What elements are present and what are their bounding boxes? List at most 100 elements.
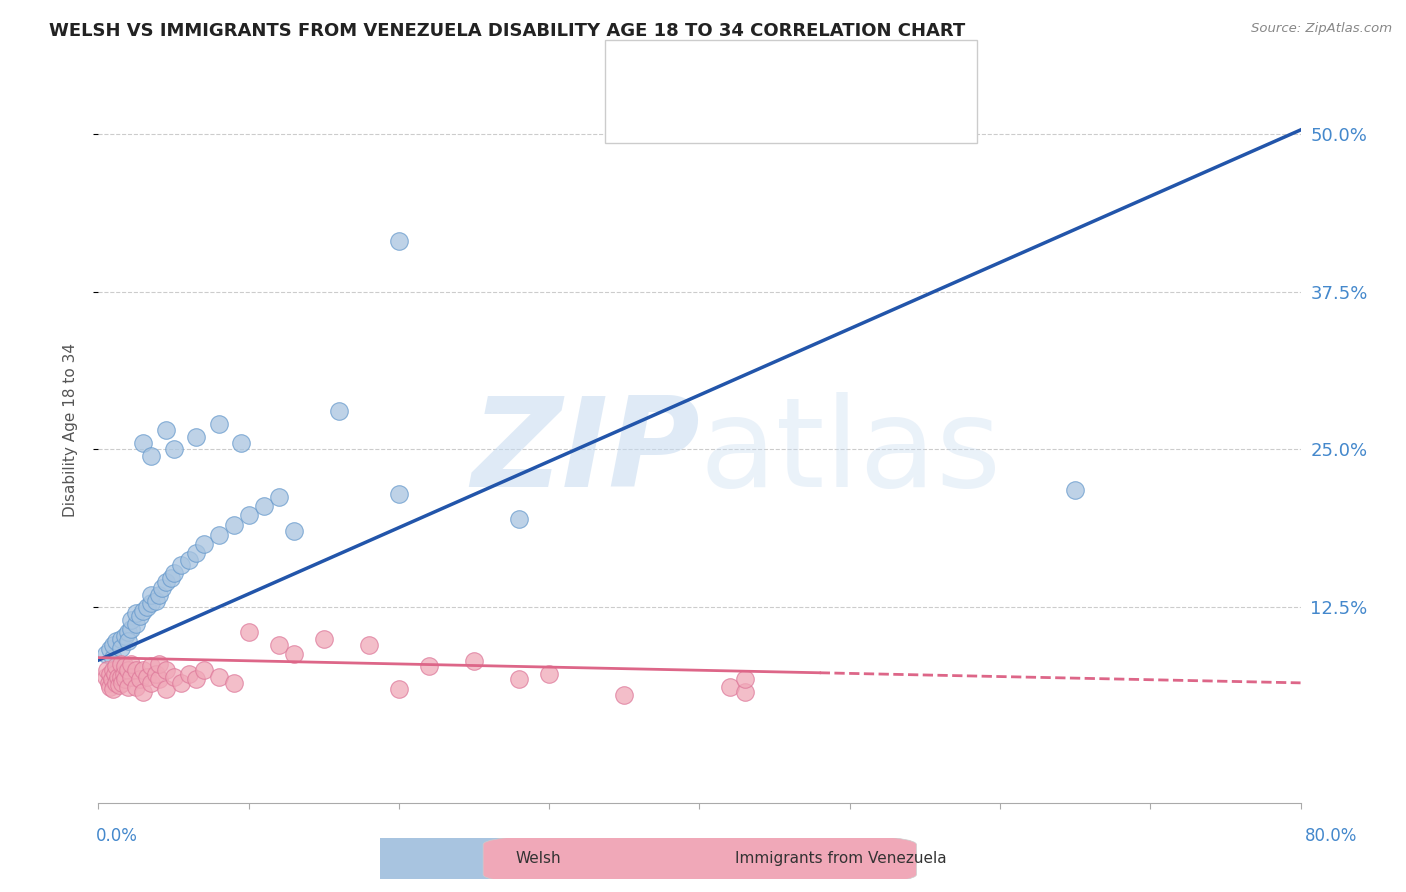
Point <box>238 508 260 522</box>
Point <box>388 234 411 248</box>
Text: WELSH VS IMMIGRANTS FROM VENEZUELA DISABILITY AGE 18 TO 34 CORRELATION CHART: WELSH VS IMMIGRANTS FROM VENEZUELA DISAB… <box>49 22 966 40</box>
Point <box>129 609 152 624</box>
Point <box>538 667 561 681</box>
Point <box>108 678 131 692</box>
Text: Welsh: Welsh <box>516 851 561 866</box>
Point <box>110 640 132 655</box>
Point <box>1064 483 1087 497</box>
Text: 0.543: 0.543 <box>733 62 796 80</box>
Point <box>283 647 305 661</box>
Text: Immigrants from Venezuela: Immigrants from Venezuela <box>735 851 948 866</box>
Point <box>97 676 120 690</box>
Point <box>103 663 125 677</box>
Point <box>238 625 260 640</box>
Text: Source: ZipAtlas.com: Source: ZipAtlas.com <box>1251 22 1392 36</box>
Text: -0.086: -0.086 <box>733 103 797 120</box>
Point <box>222 518 245 533</box>
Point <box>312 632 335 646</box>
Point <box>170 676 193 690</box>
Point <box>463 654 485 668</box>
Point <box>129 672 152 686</box>
FancyBboxPatch shape <box>263 832 696 887</box>
Point <box>231 436 253 450</box>
Point <box>177 667 200 681</box>
Point <box>101 672 124 686</box>
Point <box>107 669 129 683</box>
Point <box>388 486 411 500</box>
Point <box>132 684 155 698</box>
Point <box>184 546 207 560</box>
Point <box>508 672 530 686</box>
Point <box>148 587 170 601</box>
Point <box>184 430 207 444</box>
Point <box>162 566 184 580</box>
Point <box>125 607 148 621</box>
Y-axis label: Disability Age 18 to 34: Disability Age 18 to 34 <box>63 343 77 517</box>
Point <box>328 404 350 418</box>
Point <box>184 672 207 686</box>
Point <box>117 680 139 694</box>
Point <box>418 659 440 673</box>
Point <box>162 442 184 457</box>
Point <box>208 669 231 683</box>
Point <box>145 667 167 681</box>
Point <box>117 634 139 648</box>
Point <box>148 672 170 686</box>
Point <box>193 663 215 677</box>
Point <box>267 638 290 652</box>
Point <box>94 669 117 683</box>
Point <box>222 676 245 690</box>
Point <box>125 616 148 631</box>
Point <box>159 571 181 585</box>
Point <box>135 669 157 683</box>
Point <box>103 682 125 697</box>
Point <box>105 659 128 673</box>
Point <box>114 672 136 686</box>
Point <box>121 622 143 636</box>
Point <box>104 667 127 681</box>
Point <box>132 663 155 677</box>
Point <box>110 632 132 646</box>
Point <box>117 663 139 677</box>
Point <box>718 680 741 694</box>
Point <box>132 604 155 618</box>
Point <box>162 669 184 683</box>
Point <box>283 524 305 539</box>
Text: N = 47: N = 47 <box>825 62 893 80</box>
Point <box>148 657 170 671</box>
Text: 0.0%: 0.0% <box>96 827 138 845</box>
Point <box>155 663 177 677</box>
Point <box>357 638 380 652</box>
Point <box>94 647 117 661</box>
Point <box>145 594 167 608</box>
Point <box>208 417 231 431</box>
Point <box>117 625 139 640</box>
Text: R =: R = <box>678 62 710 80</box>
Point <box>111 676 134 690</box>
Point <box>100 680 122 694</box>
Point <box>110 669 132 683</box>
Point <box>734 684 756 698</box>
Point <box>177 553 200 567</box>
Text: ZIP: ZIP <box>471 392 700 513</box>
Point <box>121 669 143 683</box>
Point <box>155 574 177 589</box>
Point <box>121 613 143 627</box>
Text: 80.0%: 80.0% <box>1305 827 1357 845</box>
Point <box>132 436 155 450</box>
Text: R =: R = <box>678 103 710 120</box>
Point <box>96 663 118 677</box>
Point <box>139 449 162 463</box>
Point <box>139 587 162 601</box>
Point <box>105 634 128 648</box>
Point <box>100 667 122 681</box>
Point <box>208 528 231 542</box>
Point <box>139 676 162 690</box>
Point <box>155 682 177 697</box>
FancyBboxPatch shape <box>519 29 770 112</box>
FancyBboxPatch shape <box>519 70 770 153</box>
Point <box>100 641 122 656</box>
Point <box>170 558 193 573</box>
Point <box>105 676 128 690</box>
Text: atlas: atlas <box>700 392 1001 513</box>
